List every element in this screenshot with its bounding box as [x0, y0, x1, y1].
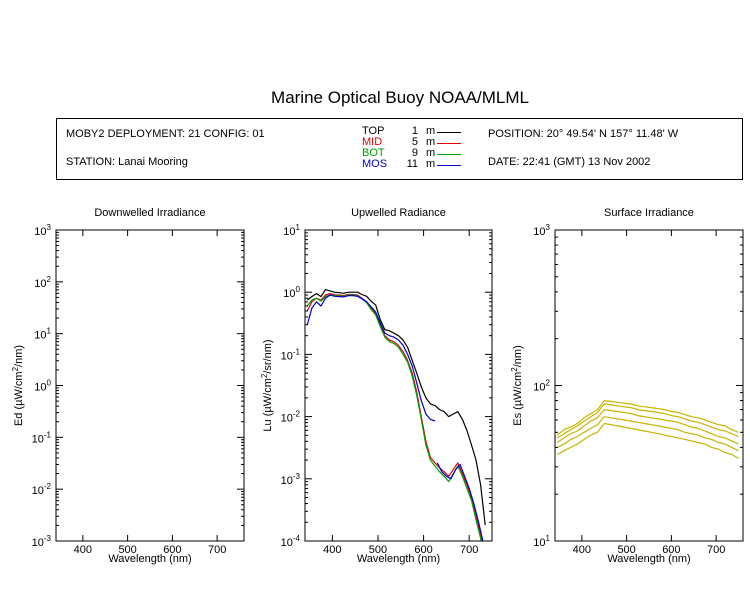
deployment-label: MOBY2 DEPLOYMENT: 21 CONFIG: 01: [66, 128, 265, 140]
legend-unit: m: [426, 147, 436, 159]
legend-label: MID: [362, 136, 383, 148]
info-box: MOBY2 DEPLOYMENT: 21 CONFIG: 01 STATION:…: [56, 118, 743, 180]
y-tick-label: 103: [533, 223, 550, 238]
y-tick-label: 10-3: [281, 472, 301, 487]
y-tick-label: 101: [533, 534, 550, 549]
legend-depth: 5: [411, 136, 418, 148]
x-tick-label: 700: [208, 544, 226, 556]
series-line-es: [556, 409, 739, 445]
y-tick-label: 102: [34, 275, 51, 290]
x-axis-label: Wavelength (nm): [108, 553, 191, 565]
x-tick-label: 500: [369, 544, 387, 556]
x-tick-label: 400: [573, 544, 591, 556]
legend-unit: m: [426, 125, 436, 137]
legend-depth: 11: [406, 158, 418, 170]
y-tick-label: 10-1: [281, 347, 301, 362]
y-tick-label: 101: [34, 327, 51, 342]
y-tick-label: 10-4: [281, 534, 301, 549]
y-axis-label: Lu (µW/cm2/sr/nm): [260, 339, 274, 431]
y-tick-label: 102: [533, 379, 550, 394]
legend-line: [437, 143, 461, 144]
date-label: DATE: 22:41 (GMT) 13 Nov 2002: [488, 156, 651, 168]
chart-title: Upwelled Radiance: [351, 207, 446, 219]
series-line-es: [556, 422, 739, 459]
legend-label: MOS: [362, 158, 388, 170]
chart-title: Surface Irradiance: [604, 207, 694, 219]
y-tick-label: 10-1: [32, 430, 52, 445]
position-label: POSITION: 20° 49.54' N 157° 11.48' W: [488, 128, 679, 140]
y-tick-label: 103: [34, 223, 51, 238]
x-tick-label: 600: [662, 544, 680, 556]
legend-depth: 1: [411, 125, 418, 137]
series-line-es: [556, 403, 739, 439]
station-label: STATION: Lanai Mooring: [66, 156, 188, 168]
chart-title: Downwelled Irradiance: [94, 207, 205, 219]
plot-frame: [554, 229, 744, 542]
y-tick-label: 100: [283, 285, 300, 300]
x-tick-label: 400: [323, 544, 341, 556]
y-tick-label: 101: [283, 223, 300, 238]
x-tick-label: 600: [163, 544, 181, 556]
x-tick-label: 700: [460, 544, 478, 556]
page-title: Marine Optical Buoy NOAA/MLML: [271, 88, 529, 107]
chart-downwelled-irradiance: Downwelled Irradiance 400 500 600 700 10-3 10-…: [11, 207, 245, 565]
legend-unit: m: [426, 158, 436, 170]
y-axis-label: Ed (µW/cm2/nm): [11, 345, 25, 426]
x-tick-label: 600: [414, 544, 432, 556]
x-axis-label: Wavelength (nm): [357, 553, 440, 565]
series-line-mos: [306, 294, 436, 422]
x-axis-label: Wavelength (nm): [607, 553, 690, 565]
y-tick-label: 100: [34, 379, 51, 394]
legend-depth: 9: [411, 147, 418, 159]
legend-line: [437, 132, 461, 133]
legend-line: [437, 165, 461, 166]
legend-line: [437, 154, 461, 155]
y-tick-label: 10-2: [281, 410, 301, 425]
x-tick-label: 400: [74, 544, 92, 556]
plot-frame: [304, 229, 493, 542]
chart-surface-irradiance: Surface Irradiance 400 500 600 700 101 102 103 W…: [510, 207, 744, 565]
series-group: [306, 289, 486, 541]
y-tick-label: 10-3: [32, 534, 52, 549]
legend-label: BOT: [362, 147, 385, 159]
y-axis-label: Es (µW/cm2/nm): [510, 345, 524, 425]
series-line-es: [556, 400, 739, 436]
x-tick-label: 500: [118, 544, 136, 556]
series-line-es: [556, 416, 739, 452]
series-line-top: [306, 289, 486, 526]
chart-upwelled-radiance: Upwelled Radiance 400 500 600 700 10-4 10-3 10-…: [260, 207, 493, 565]
x-tick-label: 500: [617, 544, 635, 556]
series-group: [556, 400, 739, 459]
plot-frame: [55, 229, 245, 542]
y-tick-label: 10-2: [32, 482, 52, 497]
series-line-mos: [436, 462, 484, 541]
legend-label: TOP: [362, 125, 385, 137]
legend-unit: m: [426, 136, 436, 148]
series-line-mid: [306, 293, 483, 541]
x-tick-label: 700: [707, 544, 725, 556]
